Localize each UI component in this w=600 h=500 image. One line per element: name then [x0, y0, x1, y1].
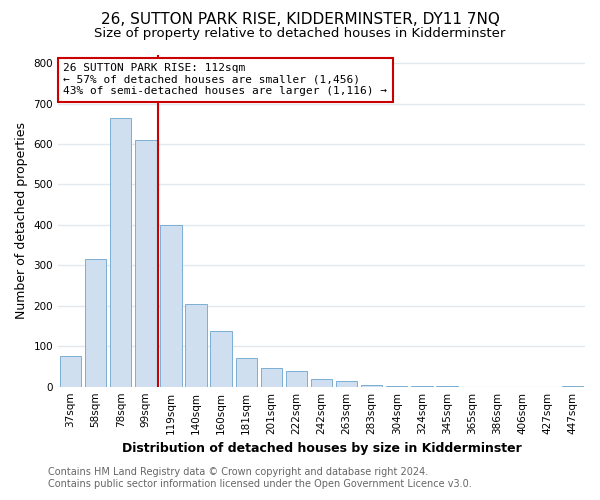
Bar: [60, 356, 81, 386]
Bar: [185, 304, 207, 386]
Bar: [336, 380, 357, 386]
Text: Contains HM Land Registry data © Crown copyright and database right 2024.
Contai: Contains HM Land Registry data © Crown c…: [48, 468, 472, 489]
Text: Size of property relative to detached houses in Kidderminster: Size of property relative to detached ho…: [94, 28, 506, 40]
Text: 26 SUTTON PARK RISE: 112sqm
← 57% of detached houses are smaller (1,456)
43% of : 26 SUTTON PARK RISE: 112sqm ← 57% of det…: [64, 64, 388, 96]
X-axis label: Distribution of detached houses by size in Kidderminster: Distribution of detached houses by size …: [122, 442, 521, 455]
Bar: [85, 260, 106, 386]
Bar: [110, 118, 131, 386]
Bar: [361, 384, 382, 386]
Bar: [135, 140, 157, 386]
Bar: [260, 368, 282, 386]
Bar: [286, 372, 307, 386]
Bar: [236, 358, 257, 386]
Bar: [160, 225, 182, 386]
Text: 26, SUTTON PARK RISE, KIDDERMINSTER, DY11 7NQ: 26, SUTTON PARK RISE, KIDDERMINSTER, DY1…: [101, 12, 499, 28]
Y-axis label: Number of detached properties: Number of detached properties: [15, 122, 28, 320]
Bar: [211, 332, 232, 386]
Bar: [311, 378, 332, 386]
